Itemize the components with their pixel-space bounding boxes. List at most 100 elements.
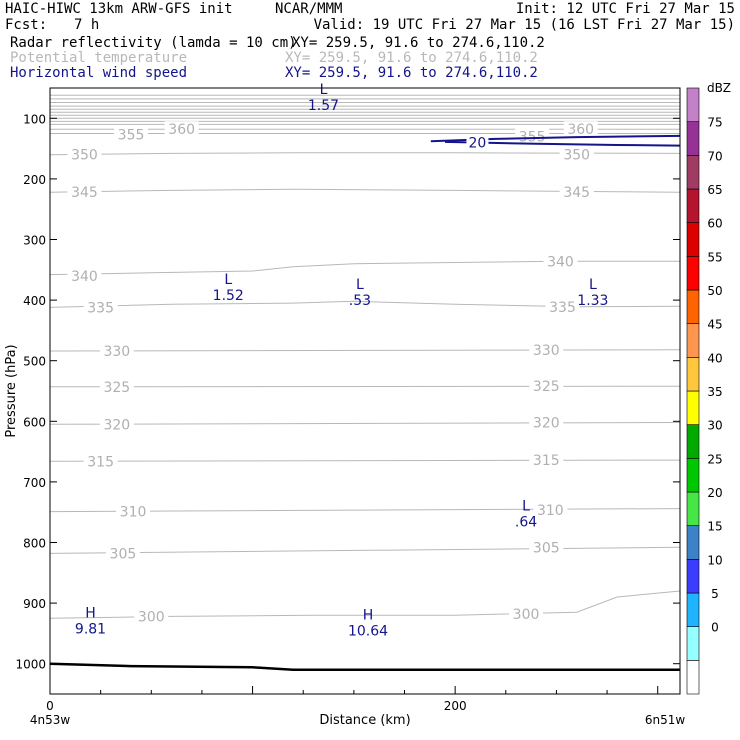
theta-label-bg	[114, 126, 149, 143]
theta-label-bg	[545, 298, 580, 315]
colorbar-label: 35	[707, 385, 722, 399]
theta-label-bg	[105, 545, 140, 562]
y-tick-label: 400	[23, 294, 46, 308]
colorbar-swatch	[686, 87, 700, 122]
theta-contour-305	[49, 546, 681, 554]
y-tick-label: 1000	[15, 658, 46, 672]
init-time: Init: 12 UTC Fri 27 Mar 15	[515, 1, 735, 17]
theta-label-bg	[559, 184, 594, 201]
fcst-label: Fcst:	[5, 17, 48, 33]
colorbar-swatch	[686, 222, 700, 257]
model-title: HAIC-HIWC 13km ARW-GFS init	[5, 1, 233, 17]
theta-label: 360	[168, 122, 195, 138]
org-label: NCAR/MMM	[275, 1, 343, 17]
colorbar-label: 75	[707, 116, 722, 130]
y-axis-title: Pressure (hPa)	[4, 344, 19, 437]
valid-time: Valid: 19 UTC Fri 27 Mar 15 (16 LST Fri …	[313, 17, 735, 33]
colorbar-label: 70	[707, 149, 722, 163]
theta-label: 325	[103, 380, 130, 396]
field-wind-name: Horizontal wind speed	[10, 65, 188, 81]
extremum-value: .64	[515, 514, 537, 530]
theta-label: 325	[533, 379, 560, 395]
theta-label-bg	[533, 501, 568, 518]
y-tick-label: 600	[23, 415, 46, 429]
x-start-label: 4n53w	[30, 713, 71, 727]
theta-label-bg	[116, 503, 151, 520]
colorbar-swatch	[686, 592, 700, 627]
wind-label-bg	[466, 134, 489, 151]
y-tick-label: 200	[23, 173, 46, 187]
colorbar-label: 40	[707, 351, 722, 365]
theta-label: 340	[71, 269, 98, 285]
theta-label-bg	[515, 128, 550, 145]
extremum-value: 1.33	[577, 293, 608, 309]
colorbar-swatch	[686, 256, 700, 291]
theta-label-bg	[67, 146, 102, 163]
theta-label-bg	[99, 343, 134, 360]
extremum-value: .53	[349, 293, 371, 309]
colorbar-label: 65	[707, 183, 722, 197]
colorbar-label: 10	[707, 553, 722, 567]
theta-label: 310	[537, 503, 564, 519]
colorbar-swatch	[686, 121, 700, 156]
colorbar-label: 15	[707, 520, 722, 534]
theta-label: 355	[118, 128, 145, 144]
theta-label: 315	[87, 454, 114, 470]
theta-label-bg	[529, 414, 564, 431]
colorbar-label: 25	[707, 452, 722, 466]
colorbar-swatch	[686, 390, 700, 425]
wind-contour-20	[444, 140, 681, 147]
theta-contour-300	[49, 590, 681, 619]
y-tick-label: 300	[23, 234, 46, 248]
extremum-l-marker: L	[224, 272, 232, 288]
colorbar-label: 60	[707, 217, 722, 231]
colorbar-swatch	[686, 357, 700, 392]
x-end-label: 6n51w	[645, 713, 686, 727]
y-tick-label: 700	[23, 476, 46, 490]
theta-label-bg	[83, 453, 118, 470]
extremum-value: 1.57	[308, 98, 339, 114]
y-tick-label: 500	[23, 355, 46, 369]
theta-label: 310	[120, 505, 147, 521]
theta-label-bg	[563, 121, 598, 138]
field-wind-xy: XY= 259.5, 91.6 to 274.6,110.2	[285, 65, 538, 81]
theta-contour-340	[49, 260, 680, 276]
y-tick-label: 100	[23, 112, 46, 126]
x-tick-label: 200	[444, 699, 467, 713]
wind-contour-20	[430, 134, 681, 143]
colorbar-swatch	[686, 289, 700, 324]
colorbar-label: 50	[707, 284, 722, 298]
theta-contour-310	[49, 508, 681, 513]
extremum-value: 9.81	[75, 622, 106, 638]
theta-label-bg	[99, 378, 134, 395]
field-reflectivity-xy: XY= 259.5, 91.6 to 274.6,110.2	[292, 35, 545, 51]
theta-label: 335	[549, 300, 576, 316]
theta-label: 350	[563, 148, 590, 164]
theta-label: 320	[103, 417, 130, 433]
field-theta-name: Potential temperature	[10, 50, 188, 66]
wind-label: 20	[469, 136, 487, 152]
theta-contour-350	[49, 152, 681, 156]
theta-label: 335	[87, 300, 114, 316]
theta-label-bg	[67, 267, 102, 284]
theta-label: 350	[71, 148, 98, 164]
theta-label: 305	[110, 546, 137, 562]
theta-label-bg	[529, 452, 564, 469]
theta-label: 360	[567, 122, 594, 138]
extremum-h-marker: H	[85, 606, 96, 622]
colorbar-label: 0	[711, 621, 719, 635]
colorbar-swatch	[686, 155, 700, 190]
colorbar-swatch	[686, 188, 700, 223]
extremum-l-marker: L	[589, 277, 597, 293]
colorbar-swatch	[686, 424, 700, 459]
extremum-l-marker: L	[320, 82, 328, 98]
colorbar-label: 5	[711, 587, 719, 601]
theta-label-bg	[134, 608, 169, 625]
colorbar-label: 55	[707, 250, 722, 264]
theta-label-bg	[543, 253, 578, 270]
field-theta-xy: XY= 259.5, 91.6 to 274.6,110.2	[285, 50, 538, 66]
theta-label: 300	[513, 607, 540, 623]
y-tick-label: 900	[23, 597, 46, 611]
theta-contour-330	[49, 349, 681, 352]
colorbar-swatch	[686, 525, 700, 560]
